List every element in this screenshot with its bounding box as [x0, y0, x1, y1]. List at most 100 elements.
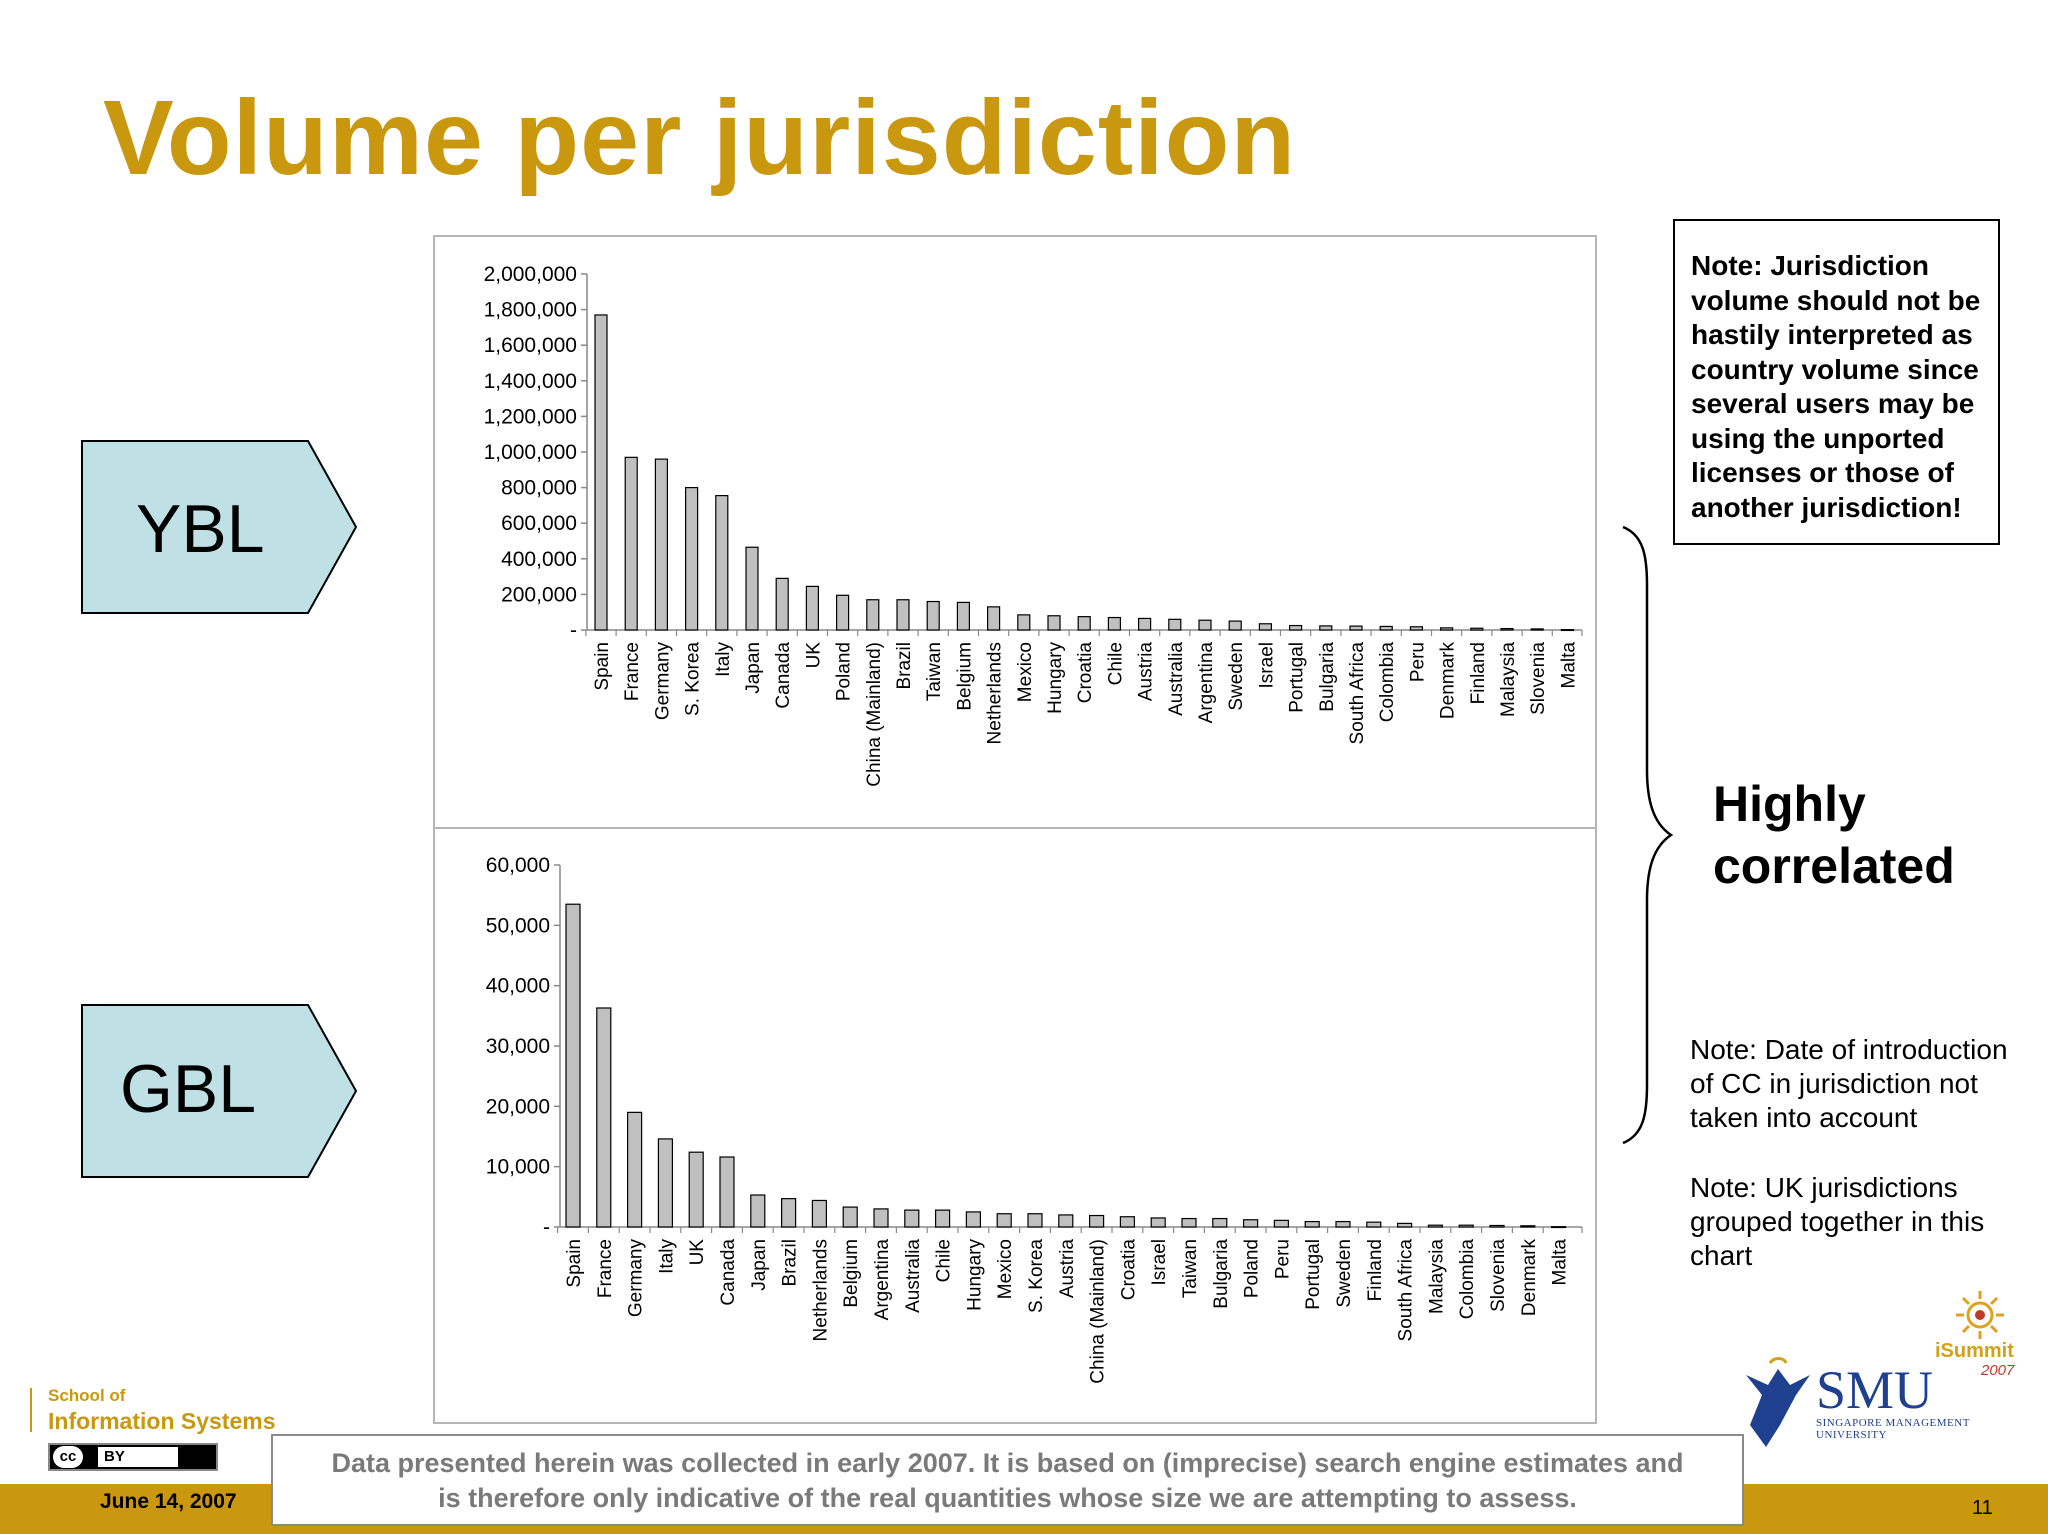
chart2-category-label: Denmark [1519, 1239, 1540, 1317]
chart1-y-tick-label: 1,400,000 [484, 370, 577, 393]
chart1-category-label: Peru [1407, 642, 1428, 682]
chart1-bar [805, 585, 820, 631]
chart2-category-label: South Africa [1396, 1239, 1417, 1342]
chart2-y-tick-label: 30,000 [486, 1035, 550, 1058]
chart2-category-label: Hungary [964, 1239, 985, 1311]
chart1-bar [1439, 627, 1454, 631]
chart1-category-label: Spain [592, 642, 613, 691]
chart1-bar [1077, 616, 1091, 631]
chart1-category-label: Israel [1256, 642, 1277, 688]
slide-title: Volume per jurisdiction [103, 79, 1297, 197]
chart2-bar [1058, 1214, 1074, 1228]
chart1-bar [1168, 618, 1182, 631]
chart1-y-tick-label: 1,200,000 [484, 405, 577, 428]
chart1-bar [624, 456, 638, 631]
chart2-category-label: France [595, 1239, 616, 1298]
chart1-bar [1470, 627, 1484, 631]
chart2-bar [1427, 1224, 1444, 1228]
chart2-category-label: Finland [1365, 1239, 1386, 1301]
highly-line1: Highly [1713, 776, 1866, 832]
chart1-category-label: Finland [1468, 642, 1489, 704]
ybl-arrow-shape [81, 440, 358, 614]
cc-icon: cc [53, 1446, 83, 1468]
chart2-bar [1520, 1225, 1536, 1228]
chart2-category-label: Malta [1550, 1239, 1571, 1286]
chart2-category-label: Netherlands [810, 1239, 831, 1341]
jurisdiction-note-box: Note: Jurisdiction volume should not be … [1673, 219, 2000, 545]
gbl-label: GBL [120, 1051, 257, 1127]
chart1-y-tick-label: 800,000 [501, 477, 577, 500]
chart2-category-label: Mexico [995, 1239, 1016, 1299]
chart1-category-label: S. Korea [683, 642, 704, 716]
chart1-category-label: Sweden [1226, 642, 1247, 711]
chart1-category-label: Netherlands [985, 642, 1006, 744]
chart2-category-label: Canada [718, 1239, 739, 1306]
chart2-category-label: China (Mainland) [1088, 1239, 1109, 1384]
chart2-category-label: UK [687, 1239, 708, 1266]
chart2-category-label: Israel [1149, 1239, 1170, 1285]
chart2-category-label: Bulgaria [1211, 1239, 1232, 1309]
chart2-category-label: S. Korea [1026, 1239, 1047, 1313]
chart2-bar [842, 1206, 858, 1228]
chart2-category-label: Colombia [1457, 1239, 1478, 1320]
chart2-category-label: Croatia [1118, 1239, 1139, 1301]
chart2-category-label: Spain [564, 1239, 585, 1288]
highly-line2: correlated [1713, 838, 1955, 894]
chart1-category-label: Austria [1136, 642, 1157, 702]
chart2-bar [965, 1211, 982, 1228]
chart1-bar [835, 594, 850, 631]
chart2-bar [750, 1194, 766, 1228]
chart1-bar [986, 606, 1001, 631]
chart1-bar [1258, 623, 1273, 631]
chart1-category-label: Belgium [954, 642, 975, 711]
chart2-bar [596, 1007, 612, 1228]
chart2-category-label: Belgium [841, 1239, 862, 1308]
smu-subtitle-line1: SINGAPORE MANAGEMENT [1816, 1417, 1970, 1429]
chart1-category-label: Denmark [1438, 642, 1459, 720]
chart1-bar [866, 599, 880, 631]
chart1-bar [745, 546, 759, 631]
chart1-category-label: Japan [743, 642, 764, 694]
chart2-bar [657, 1138, 674, 1228]
disclaimer-line1: Data presented herein was collected in e… [331, 1448, 1684, 1478]
chart1-y-tick-label: 400,000 [501, 548, 577, 571]
chart1-bar [1530, 628, 1544, 631]
chart2-bar [1273, 1219, 1290, 1228]
chart1-bar [1137, 617, 1152, 631]
smu-subtitle: SINGAPORE MANAGEMENT UNIVERSITY [1816, 1417, 1970, 1441]
chart1-category-label: Bulgaria [1317, 642, 1338, 712]
chart1-category-label: Germany [652, 642, 673, 721]
chart2-category-label: Australia [903, 1239, 924, 1313]
chart1-bar [1379, 625, 1393, 631]
chart2-category-label: Austria [1057, 1239, 1078, 1299]
highly-correlated-text: Highly correlated [1713, 773, 1955, 897]
chart2-bar [1027, 1213, 1043, 1228]
smu-emblem-icon [1746, 1357, 1810, 1447]
chart1-bar [594, 314, 608, 631]
isummit-logo-icon [1956, 1291, 2004, 1339]
chart2-bar [626, 1111, 643, 1228]
chart2-y-tick-label: 40,000 [486, 975, 550, 998]
chart2-category-label: Japan [749, 1239, 770, 1291]
chart1-y-tick-label: 1,000,000 [484, 441, 577, 464]
data-disclaimer: Data presented herein was collected in e… [271, 1434, 1744, 1526]
chart2-category-label: Slovenia [1488, 1239, 1509, 1312]
chart2-category-label: Brazil [780, 1239, 801, 1287]
chart1-bar [1288, 624, 1303, 631]
cc-by-badge: cc BY [48, 1443, 218, 1471]
chart2-bar [688, 1151, 704, 1228]
chart2-y-tick-label: 60,000 [486, 854, 550, 877]
chart2-bar [996, 1213, 1012, 1228]
chart2-category-label: Germany [626, 1239, 647, 1318]
chart1-category-label: Australia [1166, 642, 1187, 716]
chart1-bar [775, 577, 789, 631]
chart1-category-label: Mexico [1015, 642, 1036, 702]
isummit-logo-text: iSummit [1935, 1340, 2014, 1362]
chart1-bar [715, 495, 729, 631]
school-logo-rule [30, 1388, 32, 1432]
chart2-category-label: Malaysia [1426, 1239, 1447, 1314]
disclaimer-line2: is therefore only indicative of the real… [438, 1483, 1577, 1513]
chart2-bar [1366, 1221, 1382, 1228]
school-logo-line1: School of [48, 1386, 126, 1405]
